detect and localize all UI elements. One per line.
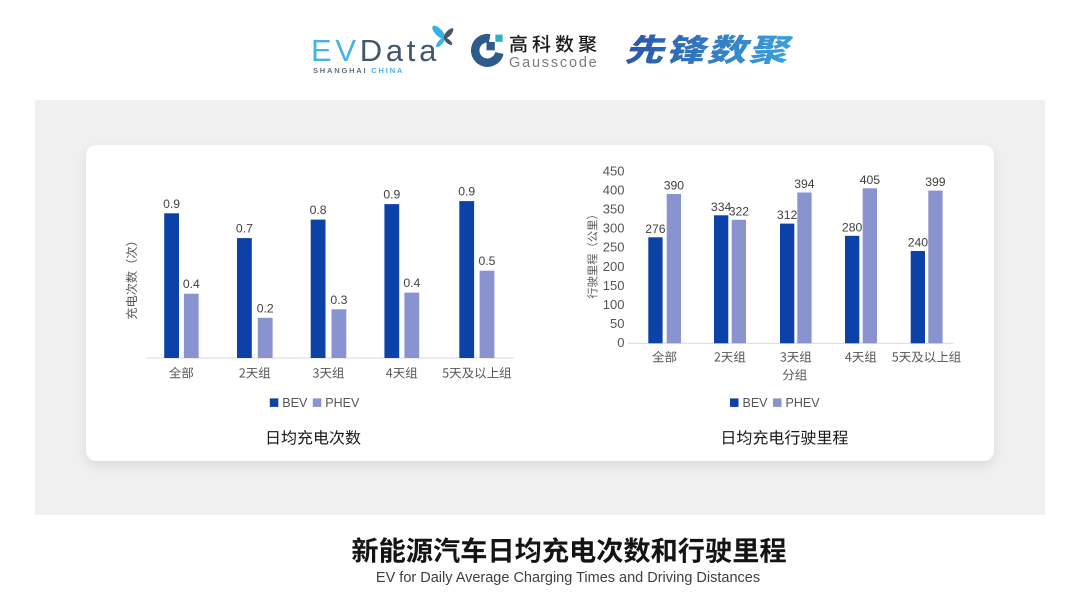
svg-text:0.8: 0.8 [310, 203, 327, 217]
svg-text:0.9: 0.9 [163, 197, 180, 211]
svg-text:312: 312 [777, 208, 798, 222]
svg-text:0.4: 0.4 [403, 276, 420, 290]
svg-text:450: 450 [603, 164, 625, 179]
svg-text:50: 50 [610, 316, 624, 331]
svg-text:250: 250 [603, 240, 625, 255]
svg-text:399: 399 [925, 175, 946, 189]
svg-text:0.5: 0.5 [479, 254, 496, 268]
svg-text:280: 280 [842, 220, 863, 234]
svg-text:394: 394 [794, 177, 815, 191]
svg-text:0.4: 0.4 [183, 277, 200, 291]
svg-text:0.7: 0.7 [236, 222, 253, 236]
svg-text:0.9: 0.9 [383, 188, 400, 202]
svg-text:390: 390 [664, 179, 685, 193]
svg-text:200: 200 [603, 259, 625, 274]
svg-text:0.9: 0.9 [458, 185, 475, 199]
svg-text:322: 322 [729, 204, 750, 218]
svg-text:150: 150 [603, 278, 625, 293]
svg-text:400: 400 [603, 183, 625, 198]
svg-text:300: 300 [603, 221, 625, 236]
svg-text:240: 240 [908, 236, 929, 250]
svg-text:276: 276 [645, 222, 666, 236]
svg-text:350: 350 [603, 202, 625, 217]
svg-text:PHEV: PHEV [325, 396, 360, 410]
svg-text:0.3: 0.3 [330, 293, 347, 307]
svg-text:BEV: BEV [282, 396, 308, 410]
svg-text:100: 100 [603, 297, 625, 312]
svg-text:0: 0 [617, 335, 624, 350]
svg-text:0.2: 0.2 [257, 301, 274, 315]
svg-text:334: 334 [711, 200, 732, 214]
svg-text:BEV: BEV [743, 396, 769, 410]
svg-text:PHEV: PHEV [786, 396, 821, 410]
svg-text:405: 405 [860, 173, 881, 187]
